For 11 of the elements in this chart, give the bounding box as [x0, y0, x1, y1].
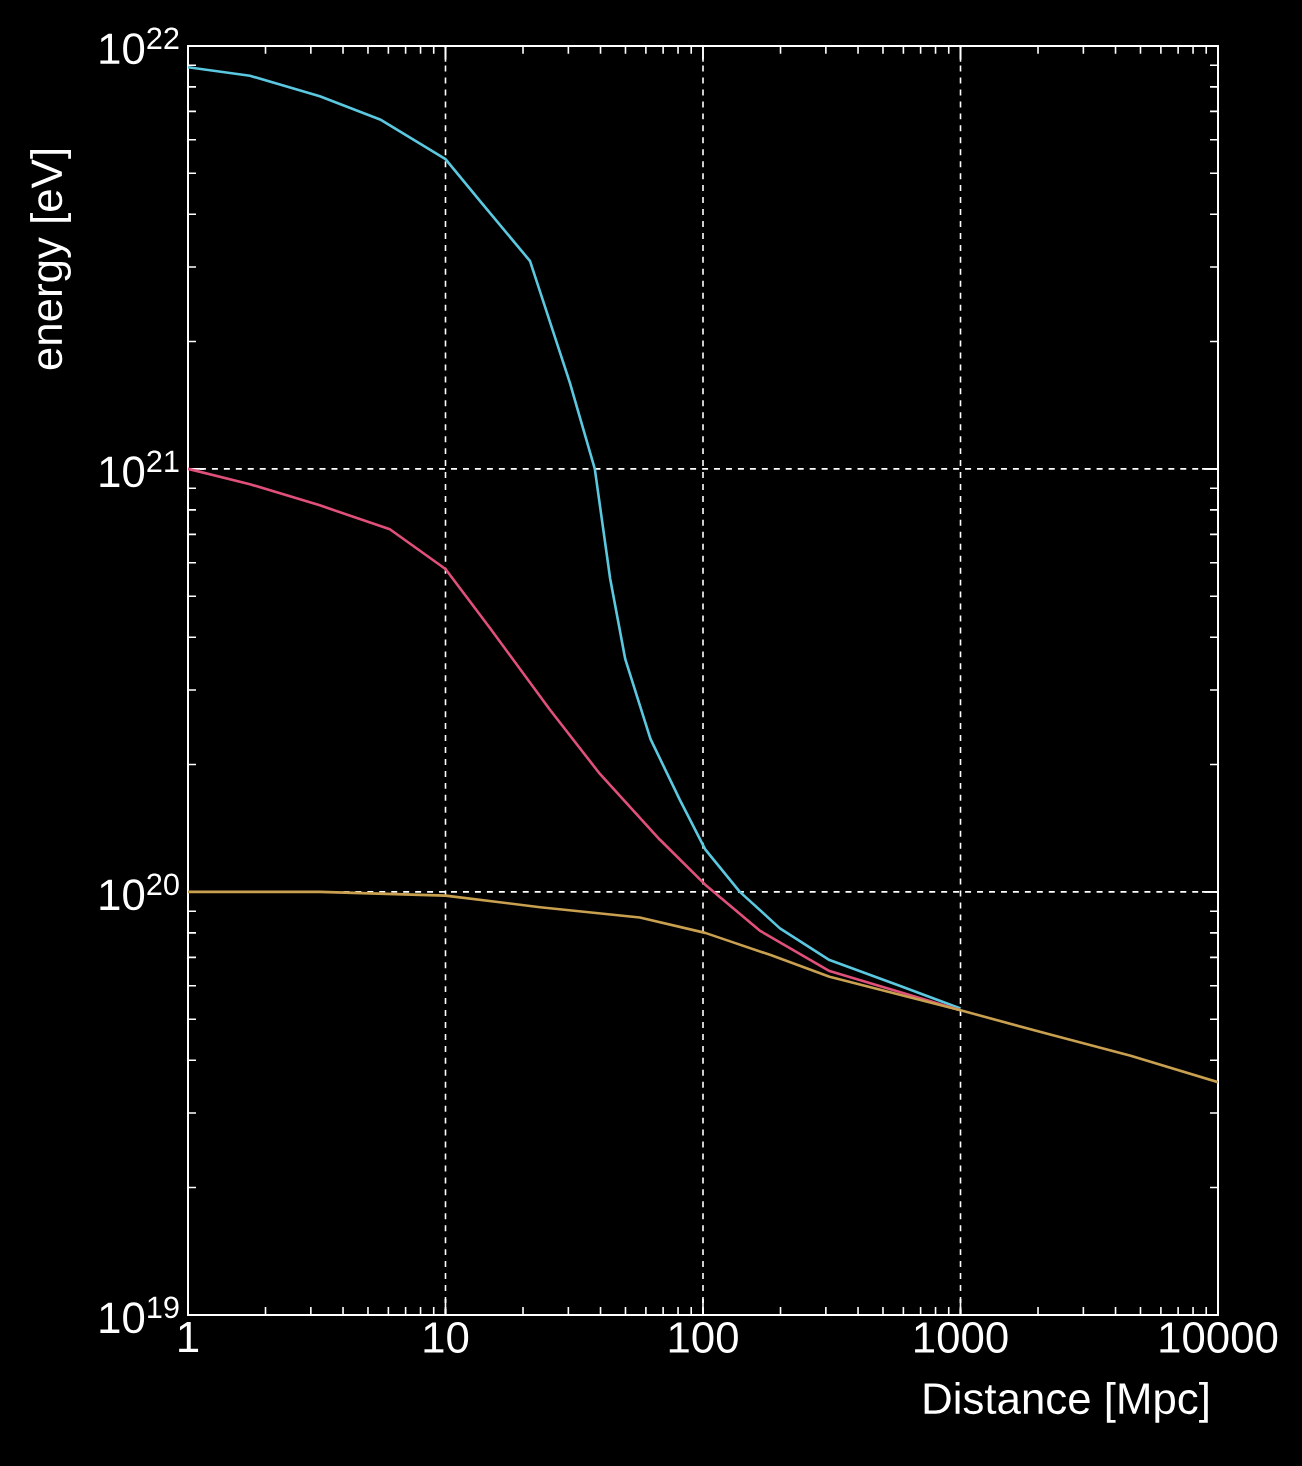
x-tick-label: 1000: [915, 1321, 1008, 1353]
y-tick-label: 10$^{21}$: [100, 450, 179, 488]
y-axis-title: energy [eV]: [30, 150, 71, 370]
y-tick-label: 10$^{19}$: [100, 1296, 179, 1334]
x-tick-label: 1: [179, 1321, 199, 1353]
x-tick-label: 100: [669, 1321, 738, 1353]
y-tick-label: 10$^{22}$: [100, 27, 179, 65]
y-tick-label: 10$^{20}$: [100, 873, 179, 911]
x-tick-label: 10000: [1160, 1321, 1278, 1353]
x-axis-title: Distance [Mpc]: [924, 1381, 1208, 1423]
x-tick-label: 10: [424, 1321, 469, 1353]
